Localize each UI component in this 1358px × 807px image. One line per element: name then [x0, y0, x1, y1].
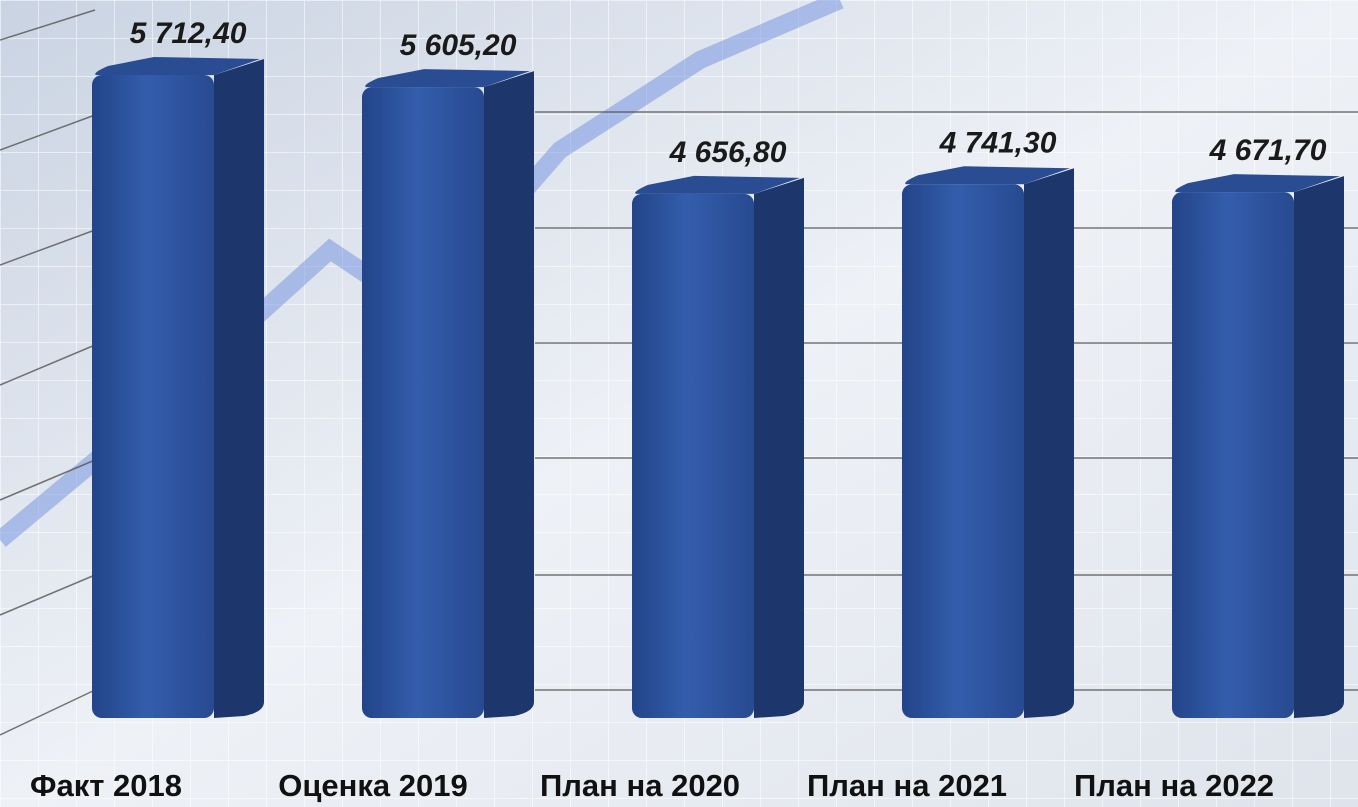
bar-tint: [92, 75, 214, 718]
bar-side: [214, 59, 264, 718]
value-label: 4 741,30: [939, 126, 1057, 159]
bar-tint: [902, 184, 1024, 718]
bar-tint: [632, 194, 754, 718]
bar: [362, 69, 534, 718]
x-tick-label: План на 2021: [807, 768, 1007, 803]
bar: [92, 57, 264, 718]
bar-tint: [362, 87, 484, 718]
bar-tint: [1172, 192, 1294, 718]
bar: [1172, 174, 1344, 718]
bar: [632, 176, 804, 718]
x-tick-label: План на 2022: [1074, 768, 1274, 803]
bar: [902, 166, 1074, 718]
value-label: 4 656,80: [669, 136, 787, 169]
x-tick-label: Факт 2018: [30, 768, 182, 803]
chart: 5 712,40 Факт 2018 5 605,20 Оценка 2019 4 65…: [0, 0, 1358, 807]
bar-side: [754, 178, 804, 718]
x-tick-label: План на 2020: [540, 768, 740, 803]
value-label: 5 605,20: [400, 29, 517, 62]
value-label: 4 671,70: [1209, 134, 1327, 167]
x-tick-label: Оценка 2019: [278, 768, 467, 803]
bar-side: [484, 71, 534, 718]
bar-side: [1024, 168, 1074, 718]
value-label: 5 712,40: [130, 17, 247, 50]
bar-side: [1294, 176, 1344, 718]
